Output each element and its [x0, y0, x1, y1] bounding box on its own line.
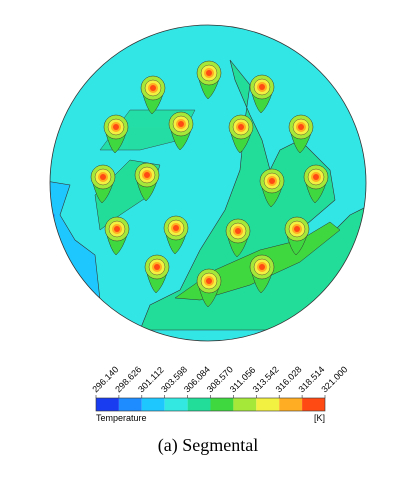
hot-spot [249, 74, 275, 114]
hot-spot [259, 168, 285, 208]
spot-core [313, 174, 319, 180]
hot-spot [228, 114, 254, 154]
colorbar-label: Temperature [96, 413, 147, 423]
hot-spot [249, 254, 275, 294]
colorbar-band [233, 398, 257, 411]
colorbar-band [187, 398, 211, 411]
spot-core [113, 124, 119, 130]
colorbar: 296.140298.626301.112303.598306.084308.5… [90, 364, 349, 412]
hot-spot [288, 114, 314, 154]
hot-spots [90, 60, 329, 308]
colorbar-band [256, 398, 280, 411]
hot-spot [284, 216, 310, 256]
spot-core [150, 85, 156, 91]
spot-core [259, 264, 265, 270]
spot-core [259, 84, 265, 90]
colorbar-band [96, 398, 119, 411]
hot-spot [103, 114, 129, 154]
hot-spot [90, 164, 116, 204]
spot-core [238, 124, 244, 130]
spot-core [178, 121, 184, 127]
hot-spot [144, 254, 170, 294]
colorbar-band [210, 398, 234, 411]
spot-core [154, 264, 160, 270]
colorbar-band [302, 398, 325, 411]
colorbar-band [141, 398, 165, 411]
spot-core [294, 226, 300, 232]
hot-spot [225, 218, 251, 258]
spot-core [100, 174, 106, 180]
spot-core [144, 172, 150, 178]
hot-spot [196, 268, 222, 308]
spot-core [298, 124, 304, 130]
caption: (a) Segmental [158, 435, 258, 456]
hot-spot [104, 216, 130, 256]
colorbar-band [164, 398, 188, 411]
spot-core [173, 225, 179, 231]
colorbar-unit: [K] [314, 413, 325, 423]
cold-region [355, 80, 366, 110]
hot-spot [168, 111, 194, 151]
spot-core [206, 278, 212, 284]
hot-spot [134, 162, 160, 202]
spot-core [206, 70, 212, 76]
spot-core [235, 228, 241, 234]
colorbar-band [118, 398, 142, 411]
colorbar-band [279, 398, 303, 411]
hot-spot [140, 75, 166, 115]
spot-core [114, 226, 120, 232]
hot-spot [196, 60, 222, 100]
hot-spot [163, 215, 189, 255]
hot-spot [303, 164, 329, 204]
spot-core [269, 178, 275, 184]
domain-outline [49, 24, 367, 342]
